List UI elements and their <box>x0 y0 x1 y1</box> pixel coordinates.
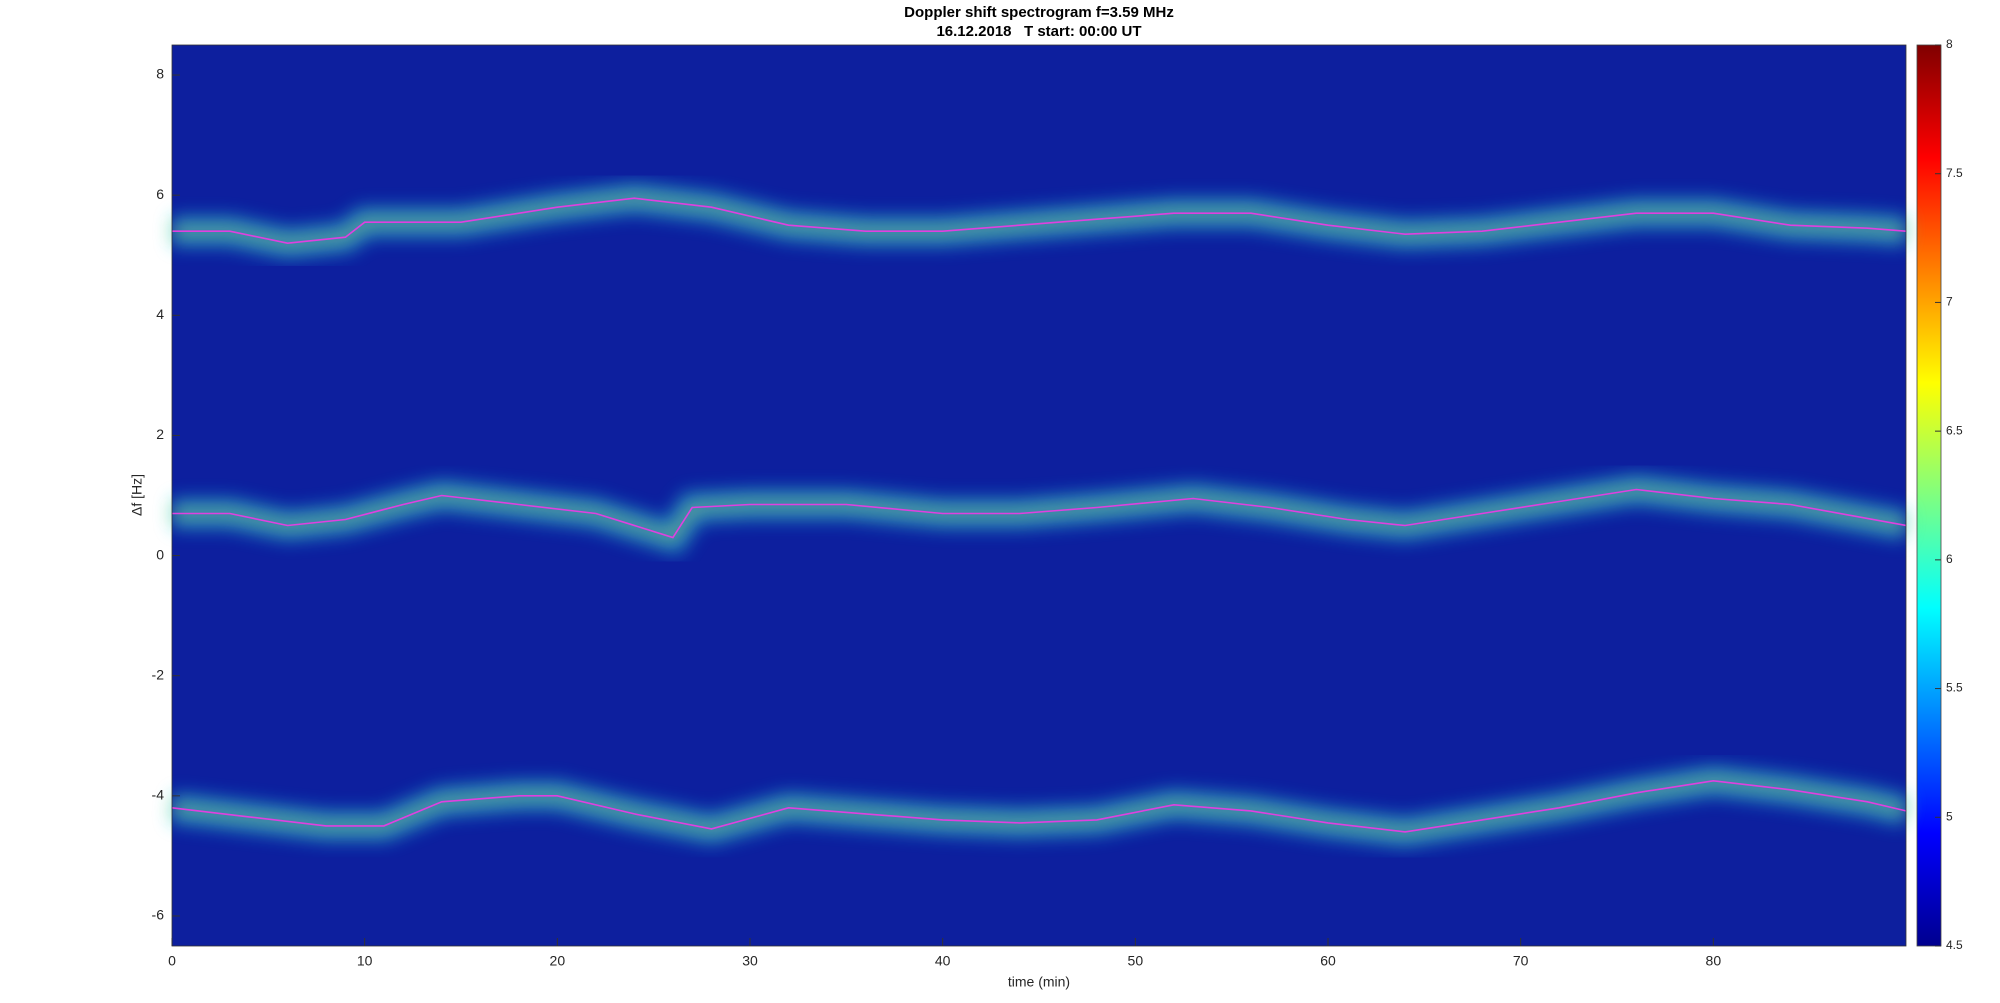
colorbar-tick-label: 5.5 <box>1946 681 1963 695</box>
y-tick-label: -6 <box>152 907 165 923</box>
chart-title: Doppler shift spectrogram f=3.59 MHz <box>904 4 1174 21</box>
trace-line <box>171 779 1907 833</box>
y-tick-label: 8 <box>156 66 164 82</box>
colorbar-tick-label: 8 <box>1946 37 1953 51</box>
colorbar-tick-label: 7 <box>1946 295 1953 309</box>
y-tick-label: 4 <box>156 306 164 322</box>
y-tick-label: -2 <box>152 666 165 682</box>
x-tick-label: 20 <box>550 953 566 969</box>
colorbar <box>1916 44 1942 947</box>
x-tick-label: 70 <box>1513 953 1529 969</box>
colorbar-tick-label: 5 <box>1946 809 1953 823</box>
y-axis-label: Δf [Hz] <box>129 474 145 516</box>
x-tick-label: 0 <box>168 953 176 969</box>
x-tick-label: 40 <box>935 953 951 969</box>
colorbar-tick-label: 6 <box>1946 552 1953 566</box>
colorbar-tick-label: 7.5 <box>1946 166 1963 180</box>
chart-subtitle: 16.12.2018 T start: 00:00 UT <box>936 23 1141 40</box>
y-tick-label: 2 <box>156 426 164 442</box>
x-tick-label: 60 <box>1320 953 1336 969</box>
colorbar-tick-label: 4.5 <box>1946 938 1963 952</box>
x-tick-label: 50 <box>1128 953 1144 969</box>
trace-line <box>172 488 1907 539</box>
x-tick-label: 30 <box>742 953 758 969</box>
trace-line <box>172 197 1907 245</box>
y-tick-label: -4 <box>152 787 165 803</box>
y-tick-label: 0 <box>156 546 164 562</box>
x-axis-label: time (min) <box>1008 974 1070 990</box>
y-tick-label: 6 <box>156 186 164 202</box>
x-tick-label: 80 <box>1706 953 1722 969</box>
plot-frame <box>171 44 1907 947</box>
x-tick-label: 10 <box>357 953 373 969</box>
colorbar-tick-label: 6.5 <box>1946 423 1963 437</box>
